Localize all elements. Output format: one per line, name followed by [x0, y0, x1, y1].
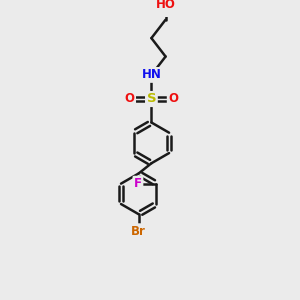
Text: S: S: [147, 92, 156, 106]
Text: HN: HN: [142, 68, 161, 81]
Text: O: O: [124, 92, 135, 106]
Text: HO: HO: [156, 0, 176, 11]
Text: O: O: [168, 92, 178, 106]
Text: F: F: [134, 177, 142, 190]
Text: Br: Br: [131, 225, 146, 238]
